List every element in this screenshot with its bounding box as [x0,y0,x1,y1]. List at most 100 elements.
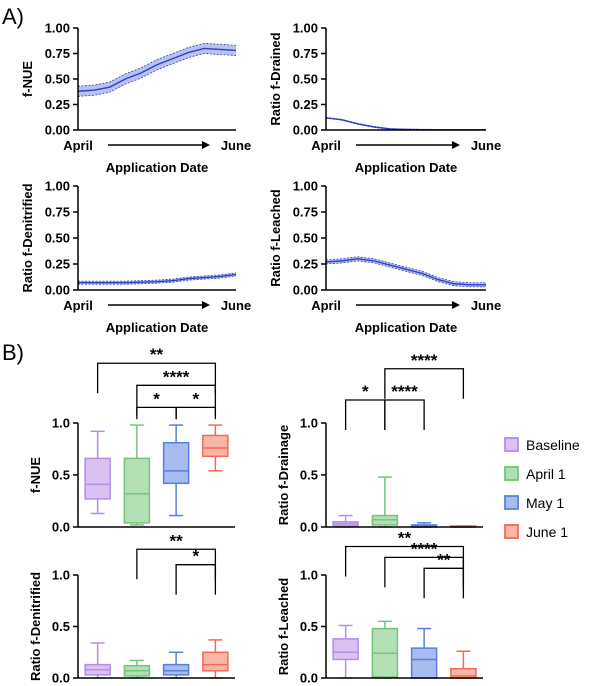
box-iqr [202,434,229,458]
y-tick-label: 0.0 [300,520,318,535]
legend-item-baseline: Baseline [504,437,580,453]
confidence-band [326,117,486,130]
line-panel-2: 0.00 0.25 0.50 0.75 1.00 April June Application… [20,179,251,336]
confidence-band [326,256,486,287]
box-april-1 [123,424,151,526]
y-axis-title: f-NUE [28,457,43,493]
series-line [325,258,486,286]
legend-swatch [504,466,519,481]
y-tick-label: 0.75 [293,46,318,61]
box-june-1 [450,650,477,679]
significance-bracket: ** [423,550,465,599]
band-upper-edge [325,116,486,130]
box-iqr [202,651,229,672]
bracket-line [384,399,425,430]
y-tick-label: 0.75 [45,46,70,61]
x-end-label: June [471,298,501,313]
line-panel-0: 0.00 0.25 0.50 0.75 1.00 April June Application… [20,21,251,176]
band-lower-edge [325,260,486,288]
legend-swatch [504,524,519,539]
y-tick-label: 0.00 [293,123,318,138]
significance-stars: * [362,382,369,401]
series-line [78,273,237,284]
legend-swatch [504,437,519,452]
box-may-1 [162,424,190,517]
box-baseline [84,642,111,679]
significance-stars: * [153,389,160,408]
y-tick-label: 1.0 [300,416,318,431]
x-end-label: June [221,298,251,313]
time-arrow-head [452,141,460,149]
box-iqr [84,457,111,500]
bracket-line [136,406,177,420]
band-upper-edge [325,256,486,284]
y-axis-title: f-NUE [20,61,35,97]
legend-item-june-1: June 1 [504,524,568,540]
y-tick-label: 0.0 [52,520,70,535]
x-end-label: June [221,138,251,153]
y-tick-label: 1.0 [52,568,70,583]
significance-bracket: **** [384,382,425,430]
y-tick-label: 0.00 [293,283,318,298]
box-baseline [332,514,359,528]
significance-bracket: * [136,389,177,420]
significance-stars: ** [150,345,164,364]
x-axis-title: Application Date [106,320,209,335]
line-panel-1: 0.00 0.25 0.50 0.75 1.00 April June Application… [268,21,501,176]
y-tick-label: 0.5 [52,468,70,483]
time-arrow-head [202,301,210,309]
y-axis-title: Ratio f-Leached [268,189,283,287]
bracket-line [136,384,217,416]
legend-item-april-1: April 1 [504,466,566,482]
y-tick-label: 0.25 [293,257,318,272]
bracket-line [175,564,217,595]
box-baseline [84,430,111,515]
x-end-label: June [471,138,501,153]
significance-stars: ** [437,550,451,569]
significance-bracket: **** [136,367,217,416]
x-axis-title: Application Date [106,160,209,175]
box-iqr [123,457,151,524]
y-tick-label: 0.0 [52,671,70,686]
legend-item-may-1: May 1 [504,495,564,511]
y-tick-label: 0.25 [45,97,70,112]
x-start-label: April [63,298,93,313]
box-panel-4: 0.00.51.0f-NUE******* * [28,345,235,535]
significance-bracket: **** [384,351,465,399]
y-tick-label: 0.50 [293,231,318,246]
line-panel-3: 0.00 0.25 0.50 0.75 1.00 April June Application… [268,179,501,336]
legend-swatch [504,495,519,510]
panel-a-label: A) [2,4,24,29]
legend-label: April 1 [526,466,566,482]
box-may-1 [410,627,438,679]
significance-stars: **** [391,382,418,401]
significance-bracket: * [344,382,386,430]
box-baseline [332,624,359,679]
x-axis-title: Application Date [355,320,458,335]
legend: Baseline April 1 May 1 June 1 [504,437,580,540]
y-tick-label: 0.00 [45,283,70,298]
bracket-line [175,406,217,420]
bracket-line [423,567,465,599]
bracket-line [96,362,217,394]
band-lower-edge [78,275,237,285]
y-axis-title: Ratio f-Leached [276,578,291,676]
significance-bracket: * [175,547,217,595]
band-upper-edge [77,42,237,87]
significance-stars: * [192,547,199,566]
y-tick-label: 0.0 [300,671,318,686]
y-tick-label: 0.50 [45,231,70,246]
bracket-line [384,368,465,399]
box-june-1 [202,639,229,679]
y-axis-title: Ratio f-Drainage [276,425,291,525]
y-tick-label: 1.00 [45,179,70,194]
y-tick-label: 1.00 [293,21,318,36]
y-tick-label: 1.0 [300,568,318,583]
bracket-line [344,399,386,430]
y-tick-label: 1.0 [52,416,70,431]
box-iqr [162,442,190,485]
